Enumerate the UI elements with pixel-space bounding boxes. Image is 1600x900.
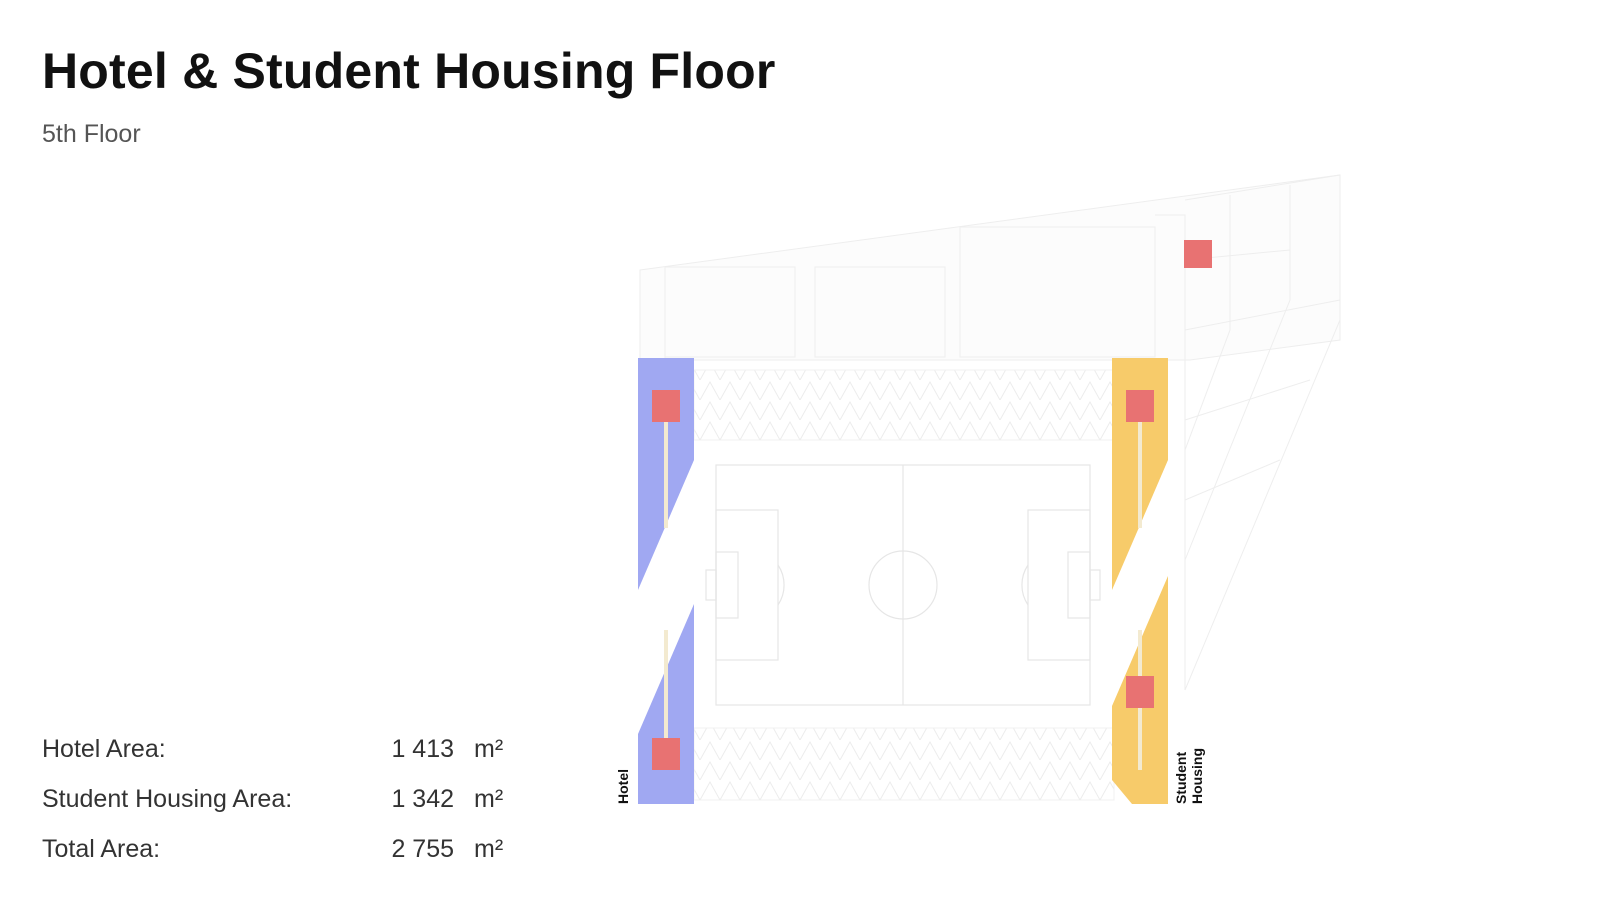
student-core-top	[1126, 390, 1154, 422]
stat-label: Total Area:	[42, 835, 161, 863]
stat-label: Student Housing Area:	[42, 785, 293, 813]
hotel-core-top	[652, 390, 680, 422]
stat-unit: m²	[474, 785, 504, 813]
stat-value: 2 755	[391, 835, 454, 863]
stat-unit: m²	[474, 735, 504, 763]
football-pitch	[705, 464, 1101, 706]
stat-value: 1 413	[391, 735, 454, 763]
stat-label: Hotel Area:	[42, 735, 166, 763]
hotel-label: Hotel	[615, 769, 631, 804]
upper-core	[1184, 240, 1212, 268]
stat-value: 1 342	[391, 785, 454, 813]
student-housing-label-line2: Housing	[1189, 748, 1205, 804]
student-housing-label-line1: Student	[1173, 752, 1189, 804]
hotel-core-bottom	[652, 738, 680, 770]
student-core-bottom	[1126, 676, 1154, 708]
floor-subtitle: 5th Floor	[42, 120, 141, 148]
building-outline	[639, 174, 1341, 691]
bottom-stand	[693, 727, 1115, 801]
stat-unit: m²	[474, 835, 504, 863]
top-stand	[693, 369, 1115, 441]
page-title: Hotel & Student Housing Floor	[42, 43, 776, 99]
